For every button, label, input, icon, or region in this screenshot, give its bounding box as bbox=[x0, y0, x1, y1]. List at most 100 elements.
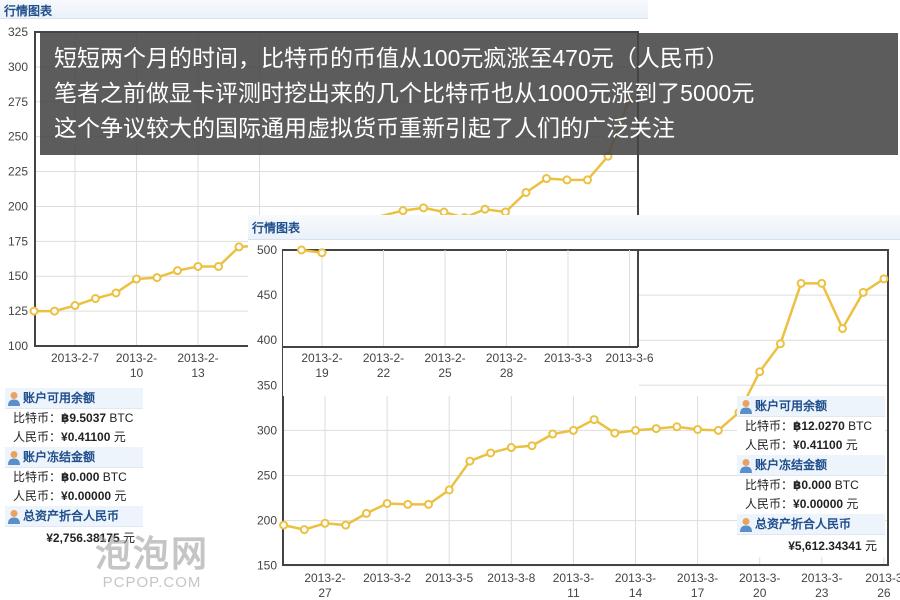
user-icon bbox=[8, 450, 20, 465]
x-tick-label: 2013-3- bbox=[615, 571, 656, 585]
data-point bbox=[465, 456, 475, 466]
row-unit: 元 bbox=[111, 489, 127, 503]
row-label: 人民币： bbox=[13, 430, 62, 444]
available-cny: 人民币：¥0.41100 元 bbox=[737, 436, 885, 455]
data-point bbox=[548, 429, 558, 439]
x-tick-label: 2013-3-5 bbox=[425, 571, 473, 585]
data-point bbox=[398, 206, 408, 216]
front-panel-title: 行情图表 bbox=[248, 215, 900, 240]
data-point bbox=[838, 323, 847, 333]
x-tick-label: 2013-3- bbox=[677, 571, 718, 585]
header-label: 账户冻结金额 bbox=[755, 458, 828, 472]
data-point bbox=[419, 203, 428, 213]
header-label: 总资产折合人民币 bbox=[755, 517, 852, 531]
data-point bbox=[132, 274, 141, 284]
header-label: 总资产折合人民币 bbox=[23, 509, 120, 523]
row-value: ¥0.41100 bbox=[61, 430, 111, 444]
x-tick-label: 2013-2- bbox=[424, 351, 465, 365]
data-point bbox=[858, 287, 868, 297]
y-tick-label: 225 bbox=[8, 165, 28, 179]
x-tick-label: 20 bbox=[753, 586, 767, 600]
data-point bbox=[403, 499, 413, 509]
frozen-cny: 人民币：¥0.00000 元 bbox=[737, 495, 885, 514]
total-unit: 元 bbox=[861, 539, 877, 553]
data-point bbox=[672, 422, 682, 432]
x-tick-label: 2013-3- bbox=[801, 571, 842, 585]
y-tick-label: 250 bbox=[257, 469, 277, 483]
data-point bbox=[562, 175, 572, 185]
y-tick-label: 275 bbox=[8, 95, 28, 109]
x-tick-label: 2013-2- bbox=[301, 351, 342, 365]
total-assets-header: 总资产折合人民币 bbox=[5, 506, 143, 527]
y-tick-label: 325 bbox=[8, 25, 28, 39]
data-point bbox=[152, 273, 162, 283]
data-point bbox=[317, 248, 327, 258]
row-value: ¥0.00000 bbox=[61, 489, 112, 503]
user-icon bbox=[740, 399, 752, 414]
x-tick-label: 2013-3-6 bbox=[605, 351, 653, 365]
total-value: ¥5,612.34341 bbox=[788, 539, 862, 553]
available-btc: 比特币：฿12.0270 BTC bbox=[737, 417, 885, 436]
y-tick-label: 100 bbox=[8, 339, 28, 353]
frozen-btc: 比特币：฿0.000 BTC bbox=[737, 476, 885, 495]
data-point bbox=[506, 443, 516, 453]
row-unit: BTC bbox=[106, 411, 134, 425]
row-unit: BTC bbox=[99, 470, 127, 484]
caption-line: 笔者之前做显卡评测时挖出来的几个比特币也从1000元涨到了5000元 bbox=[54, 80, 755, 106]
x-tick-label: 26 bbox=[877, 586, 891, 600]
frozen-balance-header: 账户冻结金额 bbox=[737, 455, 885, 476]
x-tick-label: 28 bbox=[500, 366, 514, 380]
data-point bbox=[424, 499, 433, 509]
y-tick-label: 500 bbox=[257, 243, 277, 257]
data-point bbox=[173, 266, 182, 276]
row-unit: BTC bbox=[831, 478, 859, 492]
x-tick-label: 2013-3- bbox=[739, 571, 780, 585]
row-value: ฿9.5037 bbox=[61, 411, 107, 425]
data-point bbox=[279, 520, 289, 530]
x-tick-label: 14 bbox=[629, 586, 643, 600]
caption-line: 这个争议较大的国际通用虚拟货币重新引起了人们的广泛关注 bbox=[54, 115, 675, 141]
x-tick-label: 2013-2-7 bbox=[51, 351, 99, 365]
data-point bbox=[320, 518, 330, 528]
data-point bbox=[361, 508, 371, 518]
data-point bbox=[214, 261, 223, 271]
back-panel-title: 行情图表 bbox=[0, 0, 648, 19]
header-label: 账户冻结金额 bbox=[23, 450, 96, 464]
data-point bbox=[111, 288, 121, 298]
x-tick-label: 22 bbox=[377, 366, 391, 380]
row-label: 人民币： bbox=[745, 438, 794, 452]
data-point bbox=[713, 425, 723, 435]
data-point bbox=[91, 294, 100, 304]
header-label: 账户可用余额 bbox=[755, 399, 828, 413]
data-point bbox=[521, 187, 531, 197]
frozen-balance-header: 账户冻结金额 bbox=[5, 447, 143, 468]
available-btc: 比特币：฿9.5037 BTC bbox=[5, 409, 143, 428]
data-point bbox=[755, 367, 765, 377]
caption-line: 短短两个月的时间，比特币的币值从100元疯涨至470元（人民币） bbox=[54, 45, 729, 71]
x-tick-label: 2013-3-8 bbox=[487, 571, 535, 585]
x-tick-label: 2013-2- bbox=[486, 351, 527, 365]
row-value: ฿12.0270 bbox=[793, 419, 845, 433]
y-tick-label: 150 bbox=[257, 559, 277, 573]
account-tooltip-left: 账户可用余额 比特币：฿9.5037 BTC 人民币：¥0.41100 元账户冻结金… bbox=[5, 388, 143, 549]
row-unit: 元 bbox=[843, 497, 859, 511]
y-tick-label: 450 bbox=[257, 288, 277, 302]
total-assets-value: ¥2,756.38175 元 bbox=[5, 527, 143, 549]
data-point bbox=[589, 415, 599, 425]
row-label: 人民币： bbox=[745, 497, 794, 511]
total-assets-value: ¥5,612.34341 元 bbox=[737, 535, 885, 557]
row-label: 比特币： bbox=[13, 470, 62, 484]
header-label: 账户可用余额 bbox=[23, 391, 96, 405]
x-tick-label: 2013-3 bbox=[865, 571, 900, 585]
available-balance-header: 账户可用余额 bbox=[737, 396, 885, 417]
data-point bbox=[444, 485, 454, 495]
data-point bbox=[527, 441, 537, 451]
data-point bbox=[50, 306, 59, 316]
available-balance-header: 账户可用余额 bbox=[5, 388, 143, 409]
x-tick-label: 13 bbox=[191, 366, 205, 380]
user-icon bbox=[740, 517, 752, 532]
y-tick-label: 200 bbox=[8, 199, 28, 213]
data-point bbox=[879, 274, 889, 284]
fragment-bg bbox=[283, 251, 639, 396]
y-tick-label: 200 bbox=[257, 514, 277, 528]
